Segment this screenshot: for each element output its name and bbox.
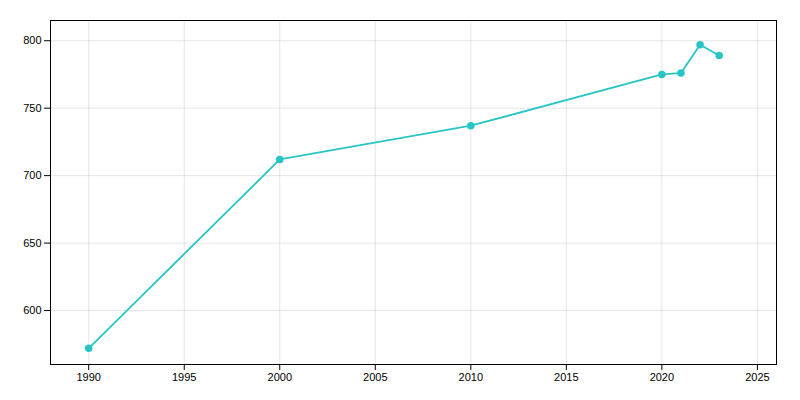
svg-text:600: 600 [23, 304, 41, 316]
svg-text:2000: 2000 [268, 371, 292, 383]
svg-text:750: 750 [23, 102, 41, 114]
svg-text:2020: 2020 [650, 371, 674, 383]
svg-text:2010: 2010 [459, 371, 483, 383]
svg-text:700: 700 [23, 169, 41, 181]
svg-text:1995: 1995 [172, 371, 196, 383]
svg-text:2005: 2005 [363, 371, 387, 383]
svg-text:2025: 2025 [745, 371, 769, 383]
svg-text:800: 800 [23, 34, 41, 46]
svg-text:2015: 2015 [554, 371, 578, 383]
svg-text:650: 650 [23, 237, 41, 249]
svg-text:1990: 1990 [76, 371, 100, 383]
